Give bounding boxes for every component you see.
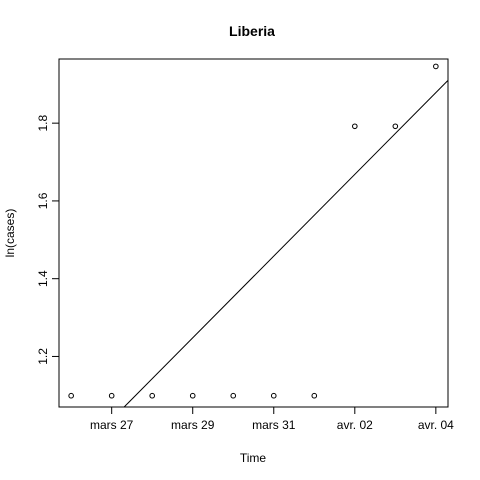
y-tick-label: 1.6 (36, 192, 50, 209)
x-tick-label: mars 27 (90, 418, 134, 432)
fit-line-group (124, 80, 448, 407)
x-axis: mars 27 mars 29 mars 31 avr. 02 avr. 04 (90, 407, 454, 432)
data-point (190, 393, 195, 398)
fit-line (124, 80, 448, 407)
data-point (150, 393, 155, 398)
y-tick-label: 1.2 (36, 348, 50, 365)
data-point (353, 124, 358, 129)
y-tick-label: 1.4 (36, 270, 50, 287)
data-point (231, 393, 236, 398)
x-axis-label: Time (240, 451, 267, 465)
data-point (109, 393, 114, 398)
y-axis-label: ln(cases) (3, 209, 17, 258)
data-point (69, 393, 74, 398)
x-tick-label: mars 29 (171, 418, 215, 432)
data-point (434, 64, 439, 69)
x-tick-label: avr. 04 (418, 418, 454, 432)
chart-title: Liberia (229, 23, 275, 39)
y-axis: 1.2 1.4 1.6 1.8 (36, 114, 59, 364)
data-point (312, 393, 317, 398)
data-points (69, 64, 438, 398)
plot-frame (59, 59, 448, 407)
y-tick-label: 1.8 (36, 114, 50, 131)
x-tick-label: avr. 02 (337, 418, 373, 432)
x-tick-label: mars 31 (252, 418, 296, 432)
data-point (393, 124, 398, 129)
data-point (271, 393, 276, 398)
